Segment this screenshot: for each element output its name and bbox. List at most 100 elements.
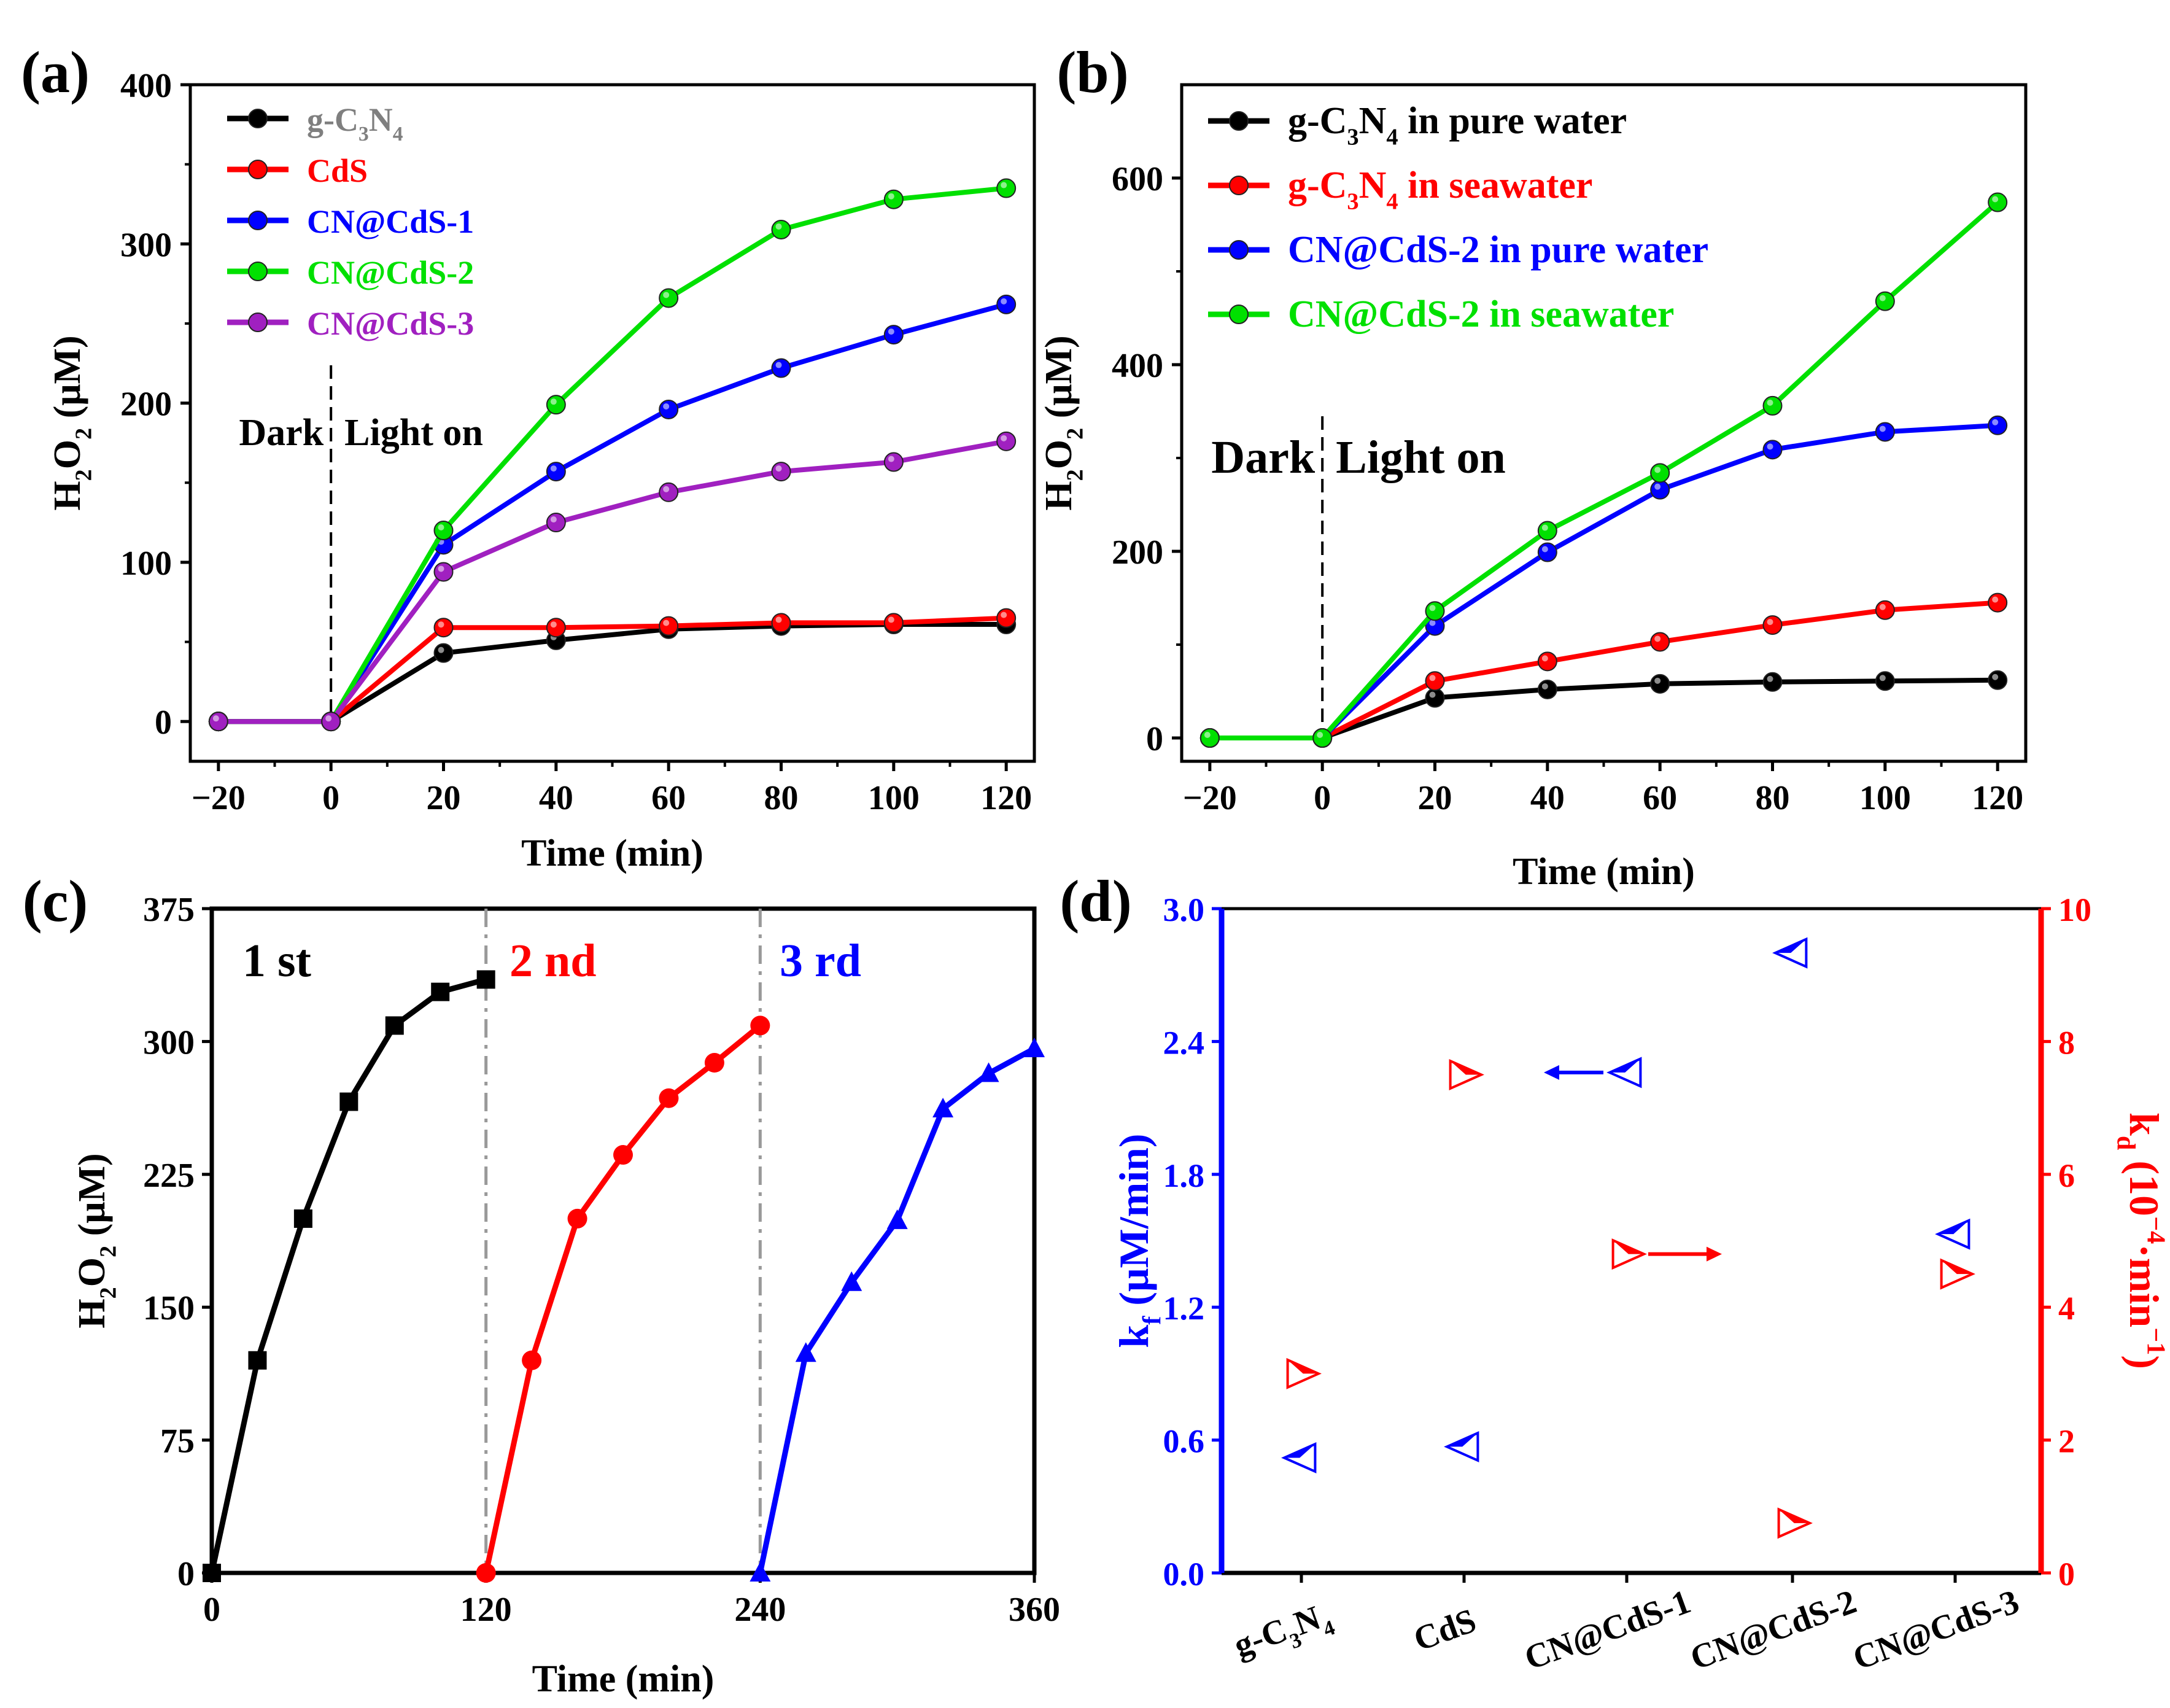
y-tick-label: 400 bbox=[1112, 347, 1163, 385]
data-point-highlight bbox=[438, 565, 444, 572]
y-axis-label: H2O2 (μM) bbox=[47, 335, 97, 510]
data-point-highlight bbox=[1429, 675, 1436, 681]
data-point-square bbox=[293, 1209, 312, 1228]
data-point bbox=[433, 562, 454, 582]
data-point bbox=[1988, 415, 2008, 435]
panel-label: (b) bbox=[1056, 39, 1128, 105]
legend-marker bbox=[248, 109, 268, 128]
kf-marker-fill bbox=[1775, 939, 1807, 953]
data-point-highlight bbox=[550, 398, 557, 405]
data-point-highlight bbox=[1879, 604, 1886, 610]
data-point bbox=[546, 513, 566, 533]
data-point bbox=[1650, 479, 1670, 500]
y-right-tick-label: 10 bbox=[2058, 891, 2091, 928]
data-point bbox=[771, 462, 791, 482]
data-point-circle bbox=[704, 1053, 724, 1073]
kd-marker-fill bbox=[1941, 1260, 1972, 1275]
data-point-circle bbox=[522, 1350, 542, 1370]
data-point-highlight bbox=[1879, 675, 1886, 681]
legend-marker bbox=[1229, 305, 1249, 324]
data-point bbox=[659, 482, 679, 502]
y-tick-label: 100 bbox=[120, 545, 172, 583]
data-point bbox=[771, 613, 791, 633]
data-point-square bbox=[385, 1016, 404, 1035]
y-left-tick-label: 0.0 bbox=[1163, 1556, 1205, 1593]
panel-label: (a) bbox=[21, 39, 90, 105]
data-point-highlight bbox=[888, 193, 894, 200]
y-left-tick-label: 1.8 bbox=[1163, 1157, 1205, 1194]
x-tick-label: 20 bbox=[1418, 779, 1452, 817]
y-tick-label: 0 bbox=[155, 704, 172, 742]
light-on-label: Light on bbox=[344, 412, 483, 454]
data-point bbox=[1875, 671, 1895, 691]
data-point-highlight bbox=[663, 292, 670, 298]
category-label: g-C3N4 bbox=[1229, 1595, 1338, 1672]
x-tick-label: 360 bbox=[1009, 1591, 1060, 1629]
data-point bbox=[433, 521, 454, 541]
data-point-highlight bbox=[550, 465, 557, 472]
kd-marker-fill bbox=[1450, 1061, 1481, 1075]
cycle-label-2: 3 rd bbox=[780, 935, 861, 987]
data-point-highlight bbox=[1767, 399, 1773, 406]
y-axis-label: H2O2 (μM) bbox=[1038, 335, 1088, 510]
data-point-triangle bbox=[1024, 1037, 1045, 1057]
y-left-tick-label: 3.0 bbox=[1163, 891, 1205, 928]
data-point-highlight bbox=[1429, 691, 1436, 698]
data-point-highlight bbox=[888, 328, 894, 335]
data-point-highlight bbox=[1654, 483, 1661, 490]
data-point-highlight bbox=[1541, 524, 1548, 531]
kd-axis-arrowhead bbox=[1707, 1246, 1722, 1262]
y-tick-label: 400 bbox=[120, 67, 172, 105]
data-point-highlight bbox=[325, 715, 332, 722]
data-point-highlight bbox=[663, 403, 670, 410]
panel-c-cycling-chart: 0 120 240 360 0 75 150 225 300 375 1 st 2 nd 3 rd Tim… bbox=[23, 868, 1060, 1700]
legend-label-2: CN@CdS-1 bbox=[307, 203, 474, 240]
y-axis-label: H2O2 (μM) bbox=[71, 1153, 122, 1328]
series-line-2 bbox=[1209, 422, 1998, 740]
y-tick-label: 300 bbox=[143, 1023, 195, 1062]
y-right-tick-label: 2 bbox=[2058, 1423, 2075, 1460]
data-point-highlight bbox=[663, 486, 670, 492]
data-point bbox=[996, 608, 1017, 628]
data-point bbox=[1762, 395, 1783, 416]
y-right-tick-label: 8 bbox=[2058, 1024, 2075, 1061]
legend-label-0: g-C3N4 in pure water bbox=[1288, 100, 1627, 150]
data-point bbox=[659, 616, 679, 636]
kd-marker-fill bbox=[1778, 1509, 1810, 1523]
data-point bbox=[433, 618, 454, 638]
y-tick-label: 75 bbox=[160, 1423, 195, 1461]
data-point bbox=[1875, 291, 1895, 311]
cycle-line-2 bbox=[757, 1046, 1036, 1574]
data-point bbox=[996, 294, 1017, 314]
legend-marker bbox=[248, 160, 268, 179]
data-point-highlight bbox=[1654, 635, 1661, 642]
data-point-highlight bbox=[1429, 605, 1436, 611]
data-point-triangle bbox=[978, 1062, 999, 1082]
cycle-line-0 bbox=[209, 977, 487, 1574]
category-label: CdS bbox=[1409, 1601, 1481, 1658]
series-line-4 bbox=[218, 438, 1007, 724]
y-tick-label: 600 bbox=[1112, 160, 1163, 198]
data-point-highlight bbox=[775, 362, 782, 368]
data-point-highlight bbox=[1204, 732, 1211, 738]
data-point-highlight bbox=[1429, 619, 1436, 626]
data-point-highlight bbox=[550, 516, 557, 523]
legend-label-4: CN@CdS-3 bbox=[307, 305, 474, 342]
series-line-2 bbox=[218, 301, 1007, 724]
x-tick-label: 120 bbox=[980, 779, 1032, 817]
legend-marker bbox=[1229, 176, 1249, 195]
data-point-highlight bbox=[775, 465, 782, 472]
kd-marker-fill bbox=[1287, 1360, 1319, 1374]
legend-marker bbox=[1229, 111, 1249, 131]
data-point-highlight bbox=[775, 223, 782, 230]
data-point bbox=[546, 618, 566, 638]
data-point-circle bbox=[659, 1088, 679, 1108]
data-point bbox=[771, 358, 791, 378]
data-point bbox=[996, 178, 1017, 198]
data-point bbox=[208, 712, 228, 732]
data-point bbox=[996, 431, 1017, 451]
x-tick-label: 60 bbox=[1643, 779, 1677, 817]
x-tick-label: 0 bbox=[322, 779, 339, 817]
data-point-highlight bbox=[438, 621, 444, 628]
series-line-0 bbox=[218, 622, 1007, 724]
